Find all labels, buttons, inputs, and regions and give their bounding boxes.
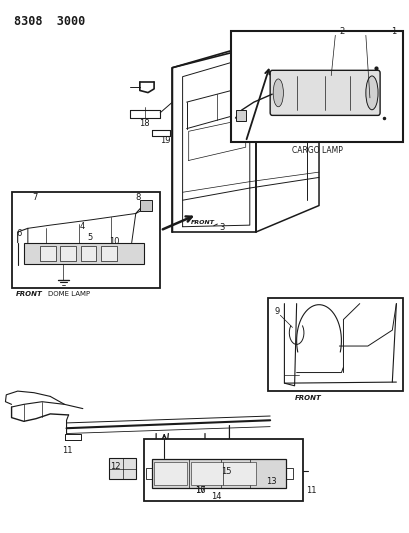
Text: 11: 11 xyxy=(62,446,73,455)
Bar xyxy=(223,462,255,486)
Bar xyxy=(81,246,96,261)
Text: FRONT: FRONT xyxy=(190,220,214,225)
Text: 4: 4 xyxy=(80,222,85,231)
Text: 19: 19 xyxy=(160,136,170,145)
Ellipse shape xyxy=(365,76,377,110)
FancyBboxPatch shape xyxy=(270,70,379,115)
Bar xyxy=(144,439,302,501)
Bar xyxy=(11,192,160,288)
Text: 6: 6 xyxy=(17,229,22,238)
Bar xyxy=(101,246,116,261)
Text: 2: 2 xyxy=(339,27,344,36)
Bar xyxy=(267,298,402,391)
Text: FRONT: FRONT xyxy=(294,395,321,401)
Text: 9: 9 xyxy=(274,307,279,316)
Ellipse shape xyxy=(272,79,283,107)
Text: 16: 16 xyxy=(195,487,205,496)
Bar xyxy=(24,243,144,264)
Text: 15: 15 xyxy=(221,467,231,477)
Text: 3: 3 xyxy=(218,223,224,232)
Text: 7: 7 xyxy=(32,193,38,202)
Text: FRONT: FRONT xyxy=(16,292,42,297)
Text: 18: 18 xyxy=(139,119,149,128)
Bar xyxy=(154,462,186,486)
Bar xyxy=(109,458,135,479)
Text: 12: 12 xyxy=(110,462,121,471)
Bar xyxy=(139,200,152,211)
Text: 13: 13 xyxy=(265,477,276,486)
Text: 17: 17 xyxy=(195,487,205,496)
Bar xyxy=(231,30,402,142)
Bar xyxy=(190,462,223,486)
Bar xyxy=(60,246,76,261)
Text: 10: 10 xyxy=(109,237,119,246)
Text: DOME LAMP: DOME LAMP xyxy=(48,292,90,297)
Text: 8308  3000: 8308 3000 xyxy=(13,14,85,28)
Text: 11: 11 xyxy=(305,486,316,495)
Text: 1: 1 xyxy=(390,27,396,36)
Text: 8: 8 xyxy=(135,193,141,202)
Bar xyxy=(40,246,55,261)
Text: CARGO LAMP: CARGO LAMP xyxy=(291,146,342,155)
Text: 5: 5 xyxy=(87,233,92,242)
Bar xyxy=(152,459,286,488)
Bar xyxy=(235,110,245,120)
Text: 14: 14 xyxy=(211,492,222,500)
